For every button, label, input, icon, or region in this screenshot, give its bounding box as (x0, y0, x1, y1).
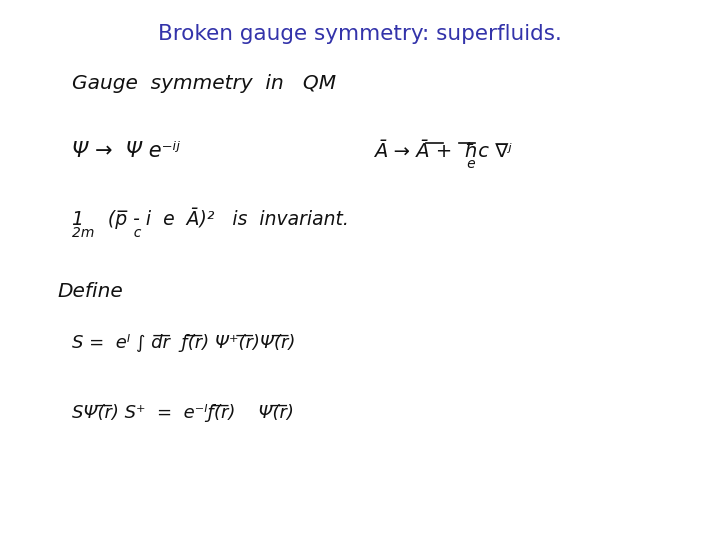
Text: SΨ(̅r̅) S⁺  =  e⁻ᴵƒ(̅r̅)    Ψ(̅r̅): SΨ(̅r̅) S⁺ = e⁻ᴵƒ(̅r̅) Ψ(̅r̅) (72, 404, 294, 422)
Text: e: e (454, 157, 475, 171)
Text: S =  eᴵ ∫ d̅r̅  ƒ(̅r̅) Ψ⁺(̅r̅)Ψ(̅r̅): S = eᴵ ∫ d̅r̅ ƒ(̅r̅) Ψ⁺(̅r̅)Ψ(̅r̅) (72, 334, 295, 352)
Text: 2m         c: 2m c (72, 226, 141, 240)
Text: 1    (p̅ - i  e  Ā)²   is  invariant.: 1 (p̅ - i e Ā)² is invariant. (72, 208, 349, 230)
Text: Broken gauge symmetry: superfluids.: Broken gauge symmetry: superfluids. (158, 24, 562, 44)
Text: Ψ →  Ψ e⁻ⁱʲ: Ψ → Ψ e⁻ⁱʲ (72, 141, 180, 161)
Text: Gauge  symmetry  in   QM: Gauge symmetry in QM (72, 74, 336, 93)
Text: Ā → Ā +  ħc ∇ʲ: Ā → Ā + ħc ∇ʲ (374, 141, 512, 161)
Text: Define: Define (58, 282, 123, 301)
